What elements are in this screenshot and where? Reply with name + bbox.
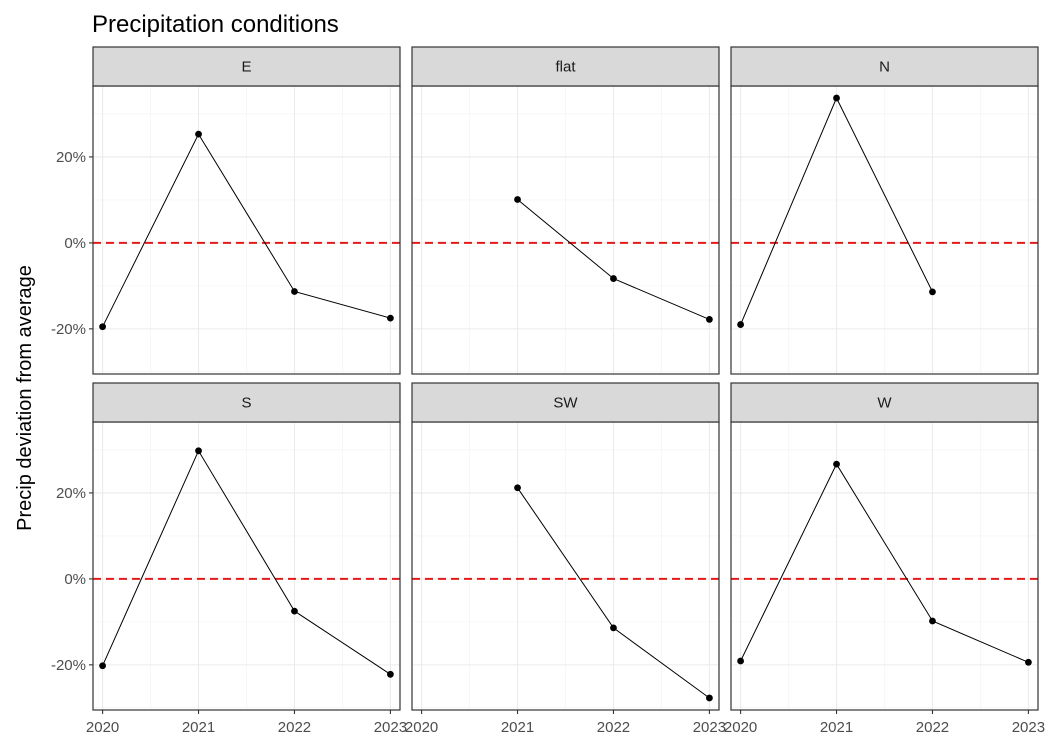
facet-strip-label: N	[879, 59, 890, 76]
data-point-n-2020	[737, 321, 744, 328]
facet-strip	[730, 46, 1039, 87]
x-tick-label: 2022	[916, 719, 949, 736]
x-tick-label: 2022	[278, 719, 311, 736]
data-point-flat-2022	[610, 275, 617, 282]
data-point-w-2021	[833, 460, 840, 468]
data-point-w-2022	[929, 617, 936, 625]
data-point-e-2023	[387, 314, 394, 322]
panel-s: S -20% 0% 20% 2020 2021 2022 2023	[51, 382, 407, 736]
facet-strip	[730, 382, 1039, 423]
data-point-w-2023	[1025, 658, 1032, 666]
data-point-flat-2021	[514, 196, 521, 203]
data-point-sw-2022	[610, 624, 617, 632]
data-point-s-2021	[195, 447, 202, 455]
x-tick-label: 2020	[405, 719, 438, 736]
data-point-n-2022	[929, 288, 936, 296]
data-point-s-2023	[387, 670, 394, 678]
series-line-e	[102, 133, 391, 327]
chart-title: Precipitation conditions	[92, 11, 339, 38]
x-tick-label: 2021	[501, 719, 534, 736]
panels: E -20% 0% 20% flat N S -20% 0% 20% 2020 2021 2022 202…	[51, 46, 1045, 736]
x-tick-label: 2023	[693, 719, 726, 736]
facet-strip	[92, 382, 401, 423]
y-tick-label: 0%	[64, 571, 86, 588]
data-point-s-2022	[291, 607, 298, 615]
data-point-sw-2023	[706, 694, 713, 702]
panel-w: W 2020 2021 2022 2023	[724, 382, 1045, 736]
facet-strip	[411, 46, 720, 87]
facet-strip-label: W	[877, 395, 892, 412]
y-axis-label: Precip deviation from average	[14, 265, 36, 531]
data-point-e-2021	[195, 130, 202, 138]
panel-flat: flat	[411, 46, 720, 375]
facet-strip-label: flat	[555, 59, 576, 76]
panel-e: E -20% 0% 20%	[51, 46, 401, 375]
y-tick-label: 20%	[56, 149, 86, 166]
x-tick-label: 2023	[374, 719, 407, 736]
x-tick-label: 2020	[86, 719, 119, 736]
data-point-sw-2021	[514, 484, 521, 492]
series-line-s	[102, 449, 391, 675]
panel-n: N	[730, 46, 1039, 375]
x-tick-label: 2021	[182, 719, 215, 736]
data-point-w-2020	[737, 657, 744, 665]
facet-strip	[411, 382, 720, 423]
y-tick-label: 0%	[64, 235, 86, 252]
facet-strip-label: E	[241, 59, 251, 76]
panel-sw: SW 2020 2021 2022 2023	[405, 382, 726, 736]
y-tick-label: 20%	[56, 485, 86, 502]
facet-strip-label: S	[241, 395, 251, 412]
series-line-w	[740, 463, 1029, 663]
facet-strip-label: SW	[553, 395, 578, 412]
y-tick-label: -20%	[51, 657, 86, 674]
x-tick-label: 2022	[597, 719, 630, 736]
facet-strip	[92, 46, 401, 87]
data-point-s-2020	[99, 662, 106, 670]
x-tick-label: 2023	[1012, 719, 1045, 736]
data-point-flat-2023	[706, 316, 713, 323]
data-point-e-2022	[291, 288, 298, 295]
y-tick-label: -20%	[51, 321, 86, 338]
x-tick-label: 2021	[820, 719, 853, 736]
data-point-n-2021	[833, 94, 840, 102]
x-tick-label: 2020	[724, 719, 757, 736]
data-point-e-2020	[99, 323, 106, 331]
